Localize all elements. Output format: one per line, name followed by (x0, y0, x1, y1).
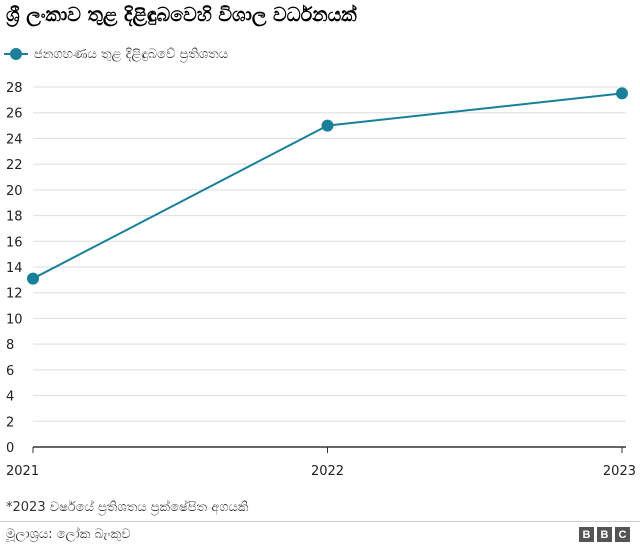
y-tick-label: 8 (6, 338, 14, 353)
legend-marker-icon (4, 48, 28, 60)
legend-label: ජනගහණය තුළ දිළිඳුබවේ ප්‍රතිශතය (34, 46, 229, 62)
data-point (616, 87, 628, 100)
y-tick-label: 10 (6, 312, 23, 327)
y-tick-label: 6 (6, 364, 14, 379)
data-point (321, 119, 334, 132)
chart-title: ශ්‍රී ලංකාව තුළ දිළිඳුබවෙහි විශාල වර්ධනය… (6, 4, 357, 26)
x-tick-label: 2021 (6, 464, 39, 479)
logo-letter: B (597, 527, 612, 542)
y-tick-label: 22 (6, 158, 23, 173)
y-tick-label: 20 (6, 184, 23, 199)
y-tick-label: 12 (6, 287, 23, 302)
bbc-logo: B B C (579, 527, 630, 542)
y-tick-label: 14 (6, 261, 23, 276)
y-tick-label: 4 (6, 390, 14, 405)
y-tick-label: 28 (6, 81, 23, 96)
x-tick-label: 2023 (603, 464, 636, 479)
y-tick-label: 24 (6, 132, 23, 147)
logo-letter: C (615, 527, 630, 542)
x-tick-label: 2022 (311, 464, 344, 479)
data-point (27, 272, 39, 285)
footnote: *2023 වර්ෂයේ ප්‍රතිශතය ප්‍රක්ෂේපිත අගයකි (6, 500, 249, 515)
y-tick-label: 2 (6, 415, 14, 430)
legend: ජනගහණය තුළ දිළිඳුබවේ ප්‍රතිශතය (4, 44, 228, 64)
y-tick-label: 18 (6, 210, 23, 225)
y-tick-label: 0 (6, 441, 14, 456)
logo-letter: B (579, 527, 594, 542)
y-tick-label: 26 (6, 107, 23, 122)
divider (0, 521, 640, 522)
y-tick-label: 16 (6, 235, 23, 250)
source-note: මූලාශ්‍රය: ලෝක බැංකුව (6, 527, 131, 542)
